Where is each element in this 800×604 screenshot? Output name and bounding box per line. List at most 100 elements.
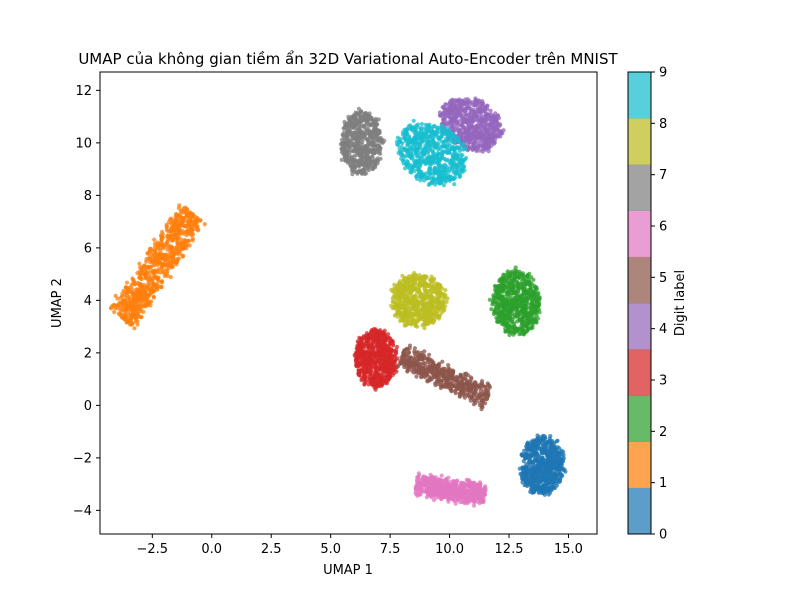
point-digit-1 <box>135 322 140 327</box>
point-digit-5 <box>409 368 414 373</box>
point-digit-1 <box>132 313 137 318</box>
point-digit-3 <box>382 354 387 359</box>
point-digit-5 <box>402 364 407 370</box>
point-digit-0 <box>540 455 545 460</box>
point-digit-1 <box>181 253 186 258</box>
point-digit-4 <box>465 120 470 125</box>
point-digit-3 <box>359 338 364 343</box>
point-digit-6 <box>445 493 450 498</box>
point-digit-0 <box>546 474 551 479</box>
point-digit-3 <box>361 334 366 339</box>
cluster-digit-7 <box>338 106 387 177</box>
point-digit-4 <box>485 131 490 136</box>
point-digit-4 <box>454 120 459 125</box>
point-digit-4 <box>481 133 486 138</box>
point-digit-2 <box>502 306 507 311</box>
point-digit-1 <box>143 304 148 309</box>
point-digit-1 <box>144 274 149 279</box>
point-digit-2 <box>500 287 505 292</box>
point-digit-3 <box>384 379 389 384</box>
point-digit-0 <box>541 490 546 495</box>
point-digit-6 <box>475 499 480 504</box>
point-digit-0 <box>539 468 544 474</box>
point-digit-0 <box>558 450 563 455</box>
point-digit-0 <box>543 478 548 483</box>
point-digit-5 <box>461 377 466 382</box>
point-digit-5 <box>419 375 424 380</box>
point-digit-1 <box>149 256 154 261</box>
point-digit-1 <box>176 234 181 239</box>
point-digit-1 <box>167 243 172 248</box>
point-digit-4 <box>440 112 445 117</box>
point-digit-5 <box>434 379 439 384</box>
chart-title: UMAP của không gian tiềm ẩn 32D Variatio… <box>78 50 618 68</box>
point-digit-1 <box>190 238 195 243</box>
point-digit-1 <box>134 289 139 294</box>
point-digit-2 <box>503 329 508 334</box>
point-digit-5 <box>485 394 490 399</box>
point-digit-5 <box>405 346 410 352</box>
point-digit-1 <box>118 306 123 311</box>
point-digit-5 <box>427 357 433 362</box>
point-digit-6 <box>469 493 474 498</box>
point-digit-1 <box>171 234 176 240</box>
point-digit-1 <box>165 269 170 274</box>
point-digit-0 <box>531 459 536 464</box>
point-digit-4 <box>481 101 486 106</box>
point-digit-2 <box>491 296 497 302</box>
point-digit-0 <box>526 460 531 465</box>
point-digit-3 <box>376 348 382 354</box>
point-digit-1 <box>194 217 199 222</box>
point-digit-6 <box>464 498 469 503</box>
point-digit-4 <box>477 126 482 132</box>
point-digit-2 <box>519 272 525 277</box>
point-digit-0 <box>556 472 561 478</box>
point-digit-2 <box>532 308 537 313</box>
point-digit-1 <box>133 282 138 287</box>
point-digit-6 <box>460 496 465 501</box>
point-digit-0 <box>537 480 542 485</box>
point-digit-7 <box>360 140 365 145</box>
point-digit-2 <box>529 299 534 304</box>
point-digit-2 <box>534 287 539 292</box>
point-digit-4 <box>471 131 476 136</box>
point-digit-3 <box>387 350 392 356</box>
point-digit-0 <box>547 463 552 468</box>
point-digit-4 <box>482 136 487 141</box>
point-digit-2 <box>514 302 520 307</box>
point-digit-2 <box>511 277 517 282</box>
point-digit-5 <box>431 375 437 380</box>
point-digit-5 <box>418 357 423 362</box>
point-digit-2 <box>524 274 529 279</box>
point-digit-4 <box>445 121 450 126</box>
point-digit-1 <box>159 235 164 240</box>
point-digit-1 <box>124 280 130 285</box>
point-digit-1 <box>140 293 145 298</box>
point-digit-1 <box>150 277 155 282</box>
point-digit-4 <box>483 112 488 117</box>
point-digit-4 <box>474 148 479 154</box>
point-digit-6 <box>458 500 463 505</box>
point-digit-5 <box>395 364 400 369</box>
point-digit-2 <box>501 302 506 307</box>
point-digit-0 <box>548 439 553 444</box>
point-digit-2 <box>489 307 494 312</box>
point-digit-3 <box>361 346 366 351</box>
point-digit-1 <box>179 220 184 226</box>
point-digit-3 <box>355 351 360 356</box>
point-digit-2 <box>517 317 522 322</box>
point-digit-5 <box>422 363 427 368</box>
point-digit-1 <box>146 300 151 305</box>
cluster-digit-3 <box>352 327 400 392</box>
point-digit-2 <box>510 319 515 324</box>
point-digit-1 <box>132 326 137 331</box>
point-digit-5 <box>427 352 432 357</box>
point-digit-0 <box>541 472 546 477</box>
point-digit-2 <box>535 316 541 321</box>
point-digit-6 <box>424 495 429 500</box>
point-digit-3 <box>369 381 374 387</box>
point-digit-1 <box>156 279 161 284</box>
point-digit-6 <box>439 473 444 478</box>
